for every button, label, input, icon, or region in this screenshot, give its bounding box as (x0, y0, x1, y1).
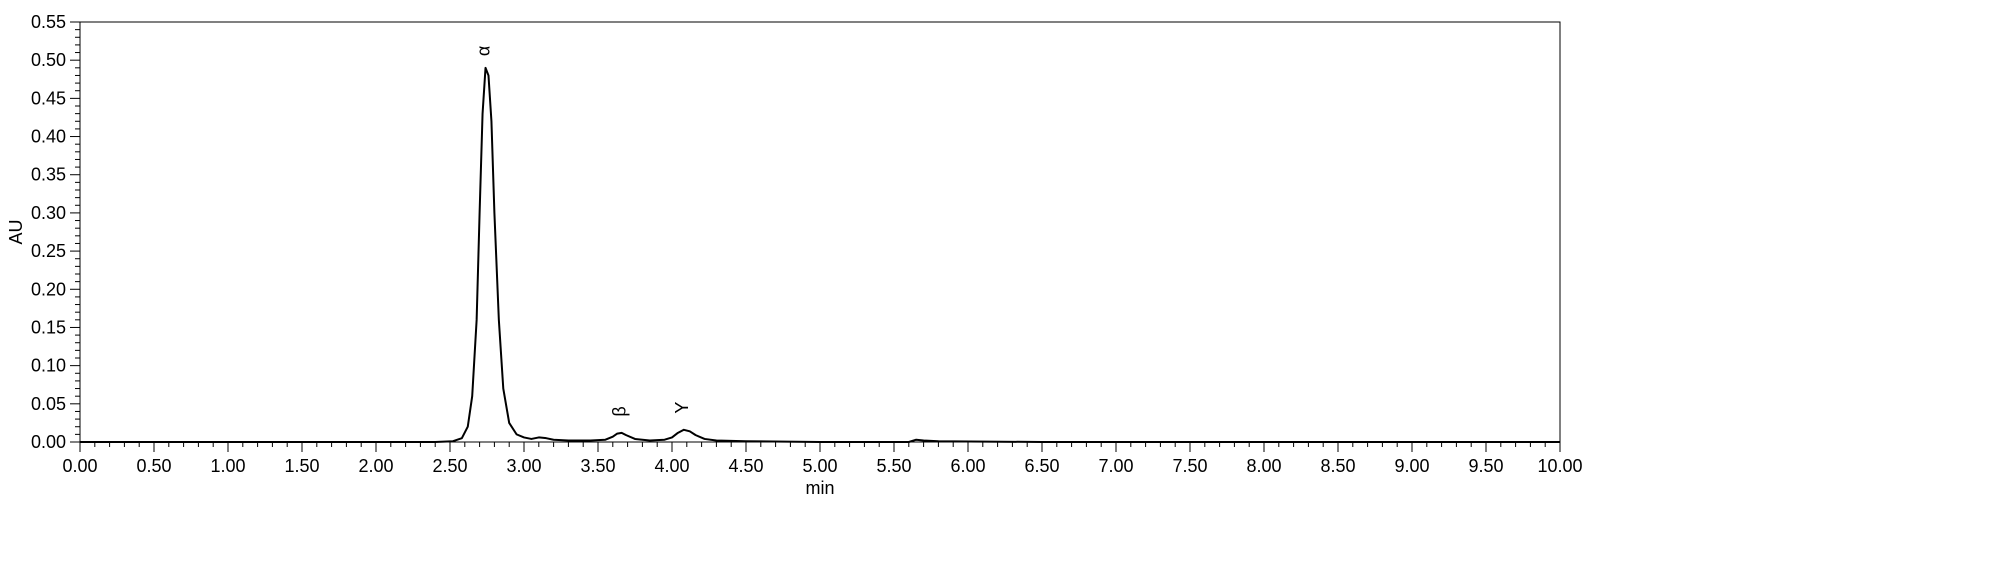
x-tick-label: 8.50 (1320, 456, 1355, 476)
x-tick-label: 8.00 (1246, 456, 1281, 476)
x-axis-label: min (805, 478, 834, 498)
x-tick-label: 2.50 (432, 456, 467, 476)
x-tick-label: 4.50 (728, 456, 763, 476)
x-tick-label: 3.00 (506, 456, 541, 476)
y-tick-label: 0.15 (31, 317, 66, 337)
x-tick-label: 0.50 (136, 456, 171, 476)
x-tick-label: 4.00 (654, 456, 689, 476)
x-tick-label: 10.00 (1537, 456, 1582, 476)
chart-svg: 0.00 0.50 1.00 1.50 2.00 2.50 3.00 3.50 4.00 4.50… (0, 0, 2000, 580)
chart-bg (0, 0, 2000, 580)
x-tick-label: 7.00 (1098, 456, 1133, 476)
peak-label: α (474, 46, 494, 56)
y-axis-label: AU (6, 219, 26, 244)
x-tick-label: 9.00 (1394, 456, 1429, 476)
x-tick-label: 5.50 (876, 456, 911, 476)
peak-label: β (610, 406, 630, 416)
y-tick-label: 0.35 (31, 165, 66, 185)
y-tick-label: 0.30 (31, 203, 66, 223)
x-tick-label: 0.00 (62, 456, 97, 476)
x-tick-label: 7.50 (1172, 456, 1207, 476)
x-tick-label: 2.00 (358, 456, 393, 476)
peak-label: Y (672, 402, 692, 414)
y-tick-label: 0.45 (31, 88, 66, 108)
y-tick-label: 0.05 (31, 394, 66, 414)
y-tick-label: 0.20 (31, 279, 66, 299)
chromatogram-chart: 0.00 0.50 1.00 1.50 2.00 2.50 3.00 3.50 4.00 4.50… (0, 0, 2000, 580)
x-tick-label: 3.50 (580, 456, 615, 476)
y-tick-label: 0.55 (31, 12, 66, 32)
y-tick-label: 0.00 (31, 432, 66, 452)
x-tick-label: 1.00 (210, 456, 245, 476)
x-tick-label: 6.00 (950, 456, 985, 476)
y-tick-label: 0.10 (31, 356, 66, 376)
x-tick-label: 6.50 (1024, 456, 1059, 476)
y-tick-label: 0.25 (31, 241, 66, 261)
x-tick-label: 9.50 (1468, 456, 1503, 476)
x-tick-label: 5.00 (802, 456, 837, 476)
x-tick-label: 1.50 (284, 456, 319, 476)
y-tick-label: 0.50 (31, 50, 66, 70)
y-tick-label: 0.40 (31, 127, 66, 147)
